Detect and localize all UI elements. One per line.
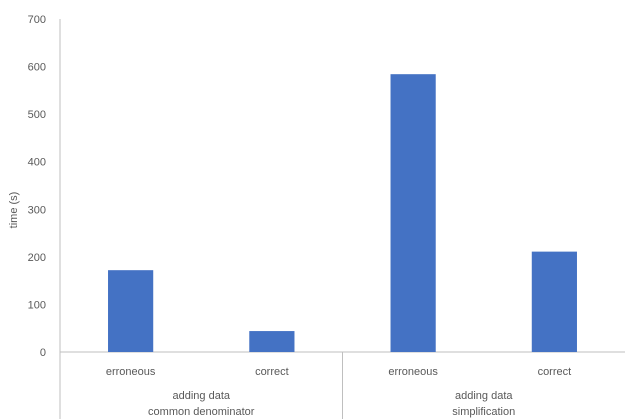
bar	[108, 270, 154, 352]
group-label-line2: simplification	[452, 406, 515, 418]
y-tick-label: 0	[40, 347, 46, 359]
y-axis-title: time (s)	[8, 192, 20, 229]
bar	[390, 74, 436, 352]
x-category-label: correct	[255, 366, 289, 378]
y-tick-label: 700	[28, 14, 46, 26]
bar	[249, 331, 295, 352]
category-labels: erroneous correct erroneous correct	[106, 366, 571, 378]
group-label-line1: adding data	[173, 390, 231, 402]
x-category-label: erroneous	[388, 366, 438, 378]
x-category-label: erroneous	[106, 366, 156, 378]
group-label-line2: common denominator	[148, 406, 255, 418]
y-tick-label: 300	[28, 204, 46, 216]
y-tick-label: 100	[28, 299, 46, 311]
y-axis-ticks: 0 100 200 300 400 500 600 700	[28, 14, 46, 359]
bar	[531, 251, 577, 352]
group-label-line1: adding data	[455, 390, 513, 402]
group-labels: adding data common denominator adding data…	[148, 352, 515, 419]
y-tick-label: 500	[28, 109, 46, 121]
y-tick-label: 400	[28, 157, 46, 169]
y-tick-label: 600	[28, 62, 46, 74]
y-tick-label: 200	[28, 252, 46, 264]
x-category-label: correct	[538, 366, 572, 378]
bars	[108, 74, 577, 352]
